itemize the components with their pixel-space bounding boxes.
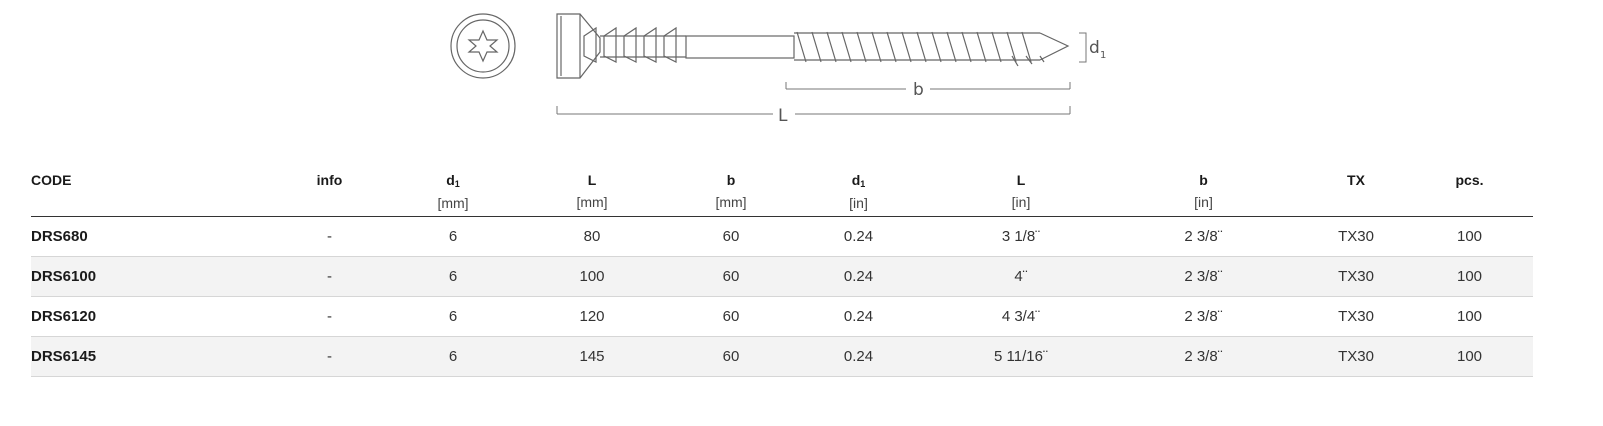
L-dimension: [556, 106, 1071, 115]
table-cell: 6: [408, 336, 498, 377]
column-header-label: d: [446, 172, 455, 188]
table-cell: -: [251, 296, 408, 337]
column-header: TX: [1306, 172, 1406, 217]
table-cell: 100: [498, 256, 686, 297]
table-cell: 6: [408, 256, 498, 297]
table-cell: 60: [686, 216, 776, 257]
table-cell: 4¨: [941, 256, 1101, 297]
column-unit: [mm]: [576, 194, 608, 210]
table-cell: 0.24: [776, 336, 941, 377]
column-header: d1 [in]: [776, 172, 941, 217]
table-cell: 0.24: [776, 256, 941, 297]
d1-dimension: [1079, 32, 1087, 63]
table-cell: 3 1/8¨: [941, 216, 1101, 257]
table-cell: 145: [498, 336, 686, 377]
table-cell: -: [251, 336, 408, 377]
column-header-label: d: [851, 172, 861, 188]
table-cell: 120: [498, 296, 686, 337]
table-cell: 4 3/4¨: [941, 296, 1101, 337]
table-row: DRS680-6 80 60 0.24 3 1/8¨ 2 3/8¨ TX30 100: [31, 216, 1533, 257]
table-cell: 60: [686, 336, 776, 377]
table-cell: -: [251, 216, 408, 257]
product-code-cell: DRS6100: [31, 256, 251, 297]
column-header: b [mm]: [686, 172, 776, 217]
column-header: CODE: [31, 172, 251, 217]
column-header: L [in]: [941, 172, 1101, 217]
table-cell: 6: [408, 216, 498, 257]
table-cell: 5 11/16¨: [941, 336, 1101, 377]
table-cell: -: [251, 256, 408, 297]
column-header-label: L: [1016, 172, 1026, 188]
screw-head-top-view: [450, 13, 516, 79]
table-cell: TX30: [1306, 336, 1406, 377]
table-cell: 2 3/8¨: [1101, 216, 1306, 257]
column-header-label: CODE: [31, 172, 72, 188]
column-header-label: TX: [1347, 172, 1365, 188]
table-header-row: CODE info d1 [mm] L [mm] b [mm] d1 [in] L [in] b [in]…: [31, 172, 1533, 217]
table-row: DRS6100-6 100 60 0.24 4¨ 2 3/8¨ TX30 100: [31, 256, 1533, 297]
product-code-cell: DRS6120: [31, 296, 251, 337]
column-unit: [in]: [1194, 194, 1213, 210]
table-cell: 2 3/8¨: [1101, 296, 1306, 337]
table-cell: 60: [686, 256, 776, 297]
table-cell: 2 3/8¨: [1101, 256, 1306, 297]
table-cell: 100: [1406, 256, 1533, 297]
table-cell: 0.24: [776, 216, 941, 257]
table-cell: 6: [408, 296, 498, 337]
table-row: DRS6145-6 145 60 0.24 5 11/16¨ 2 3/8¨ TX30 100: [31, 336, 1533, 377]
column-unit: [mm]: [437, 195, 469, 211]
column-header-label: b: [1199, 172, 1208, 188]
column-header: b [in]: [1101, 172, 1306, 217]
screw-side-view: [556, 13, 1070, 79]
column-header-subscript: 1: [454, 179, 460, 189]
table-cell: 100: [1406, 296, 1533, 337]
L-dimension-label: L: [778, 106, 788, 126]
column-unit: [in]: [1011, 194, 1031, 210]
column-header-label: pcs.: [1455, 172, 1484, 188]
table-cell: TX30: [1306, 216, 1406, 257]
table-cell: 60: [686, 296, 776, 337]
column-unit: [in]: [849, 195, 868, 211]
b-dimension: [785, 82, 1071, 90]
column-header: pcs.: [1406, 172, 1533, 217]
table-cell: TX30: [1306, 256, 1406, 297]
b-dimension-label: b: [913, 80, 924, 100]
column-header-label-wrap: d1: [776, 172, 941, 189]
table-cell: 100: [1406, 336, 1533, 377]
product-code-cell: DRS680: [31, 216, 251, 257]
d1-dimension-subscript: 1: [1100, 50, 1106, 61]
table-cell: 0.24: [776, 296, 941, 337]
column-header-label: info: [316, 172, 343, 188]
product-code-cell: DRS6145: [31, 336, 251, 377]
table-body: DRS680-6 80 60 0.24 3 1/8¨ 2 3/8¨ TX30 100 DRS61…: [31, 216, 1533, 377]
table-cell: 80: [498, 216, 686, 257]
screw-technical-drawing: d 1 b L: [450, 13, 1106, 126]
table-row: DRS6120-6 120 60 0.24 4 3/4¨ 2 3/8¨ TX30 100: [31, 296, 1533, 337]
column-unit: [mm]: [715, 194, 747, 210]
column-header-label: b: [726, 172, 736, 188]
table-cell: 2 3/8¨: [1101, 336, 1306, 377]
column-header: d1 [mm]: [408, 172, 498, 217]
column-header: info: [251, 172, 408, 217]
d1-dimension-label: d: [1089, 38, 1100, 58]
product-table: CODE info d1 [mm] L [mm] b [mm] d1 [in] L [in] b [in]…: [31, 172, 1533, 377]
column-header: L [mm]: [498, 172, 686, 217]
column-header-subscript: 1: [860, 179, 866, 189]
column-header-label: L: [587, 172, 597, 188]
table-cell: TX30: [1306, 296, 1406, 337]
column-header-label-wrap: d1: [408, 172, 498, 189]
table-cell: 100: [1406, 216, 1533, 257]
